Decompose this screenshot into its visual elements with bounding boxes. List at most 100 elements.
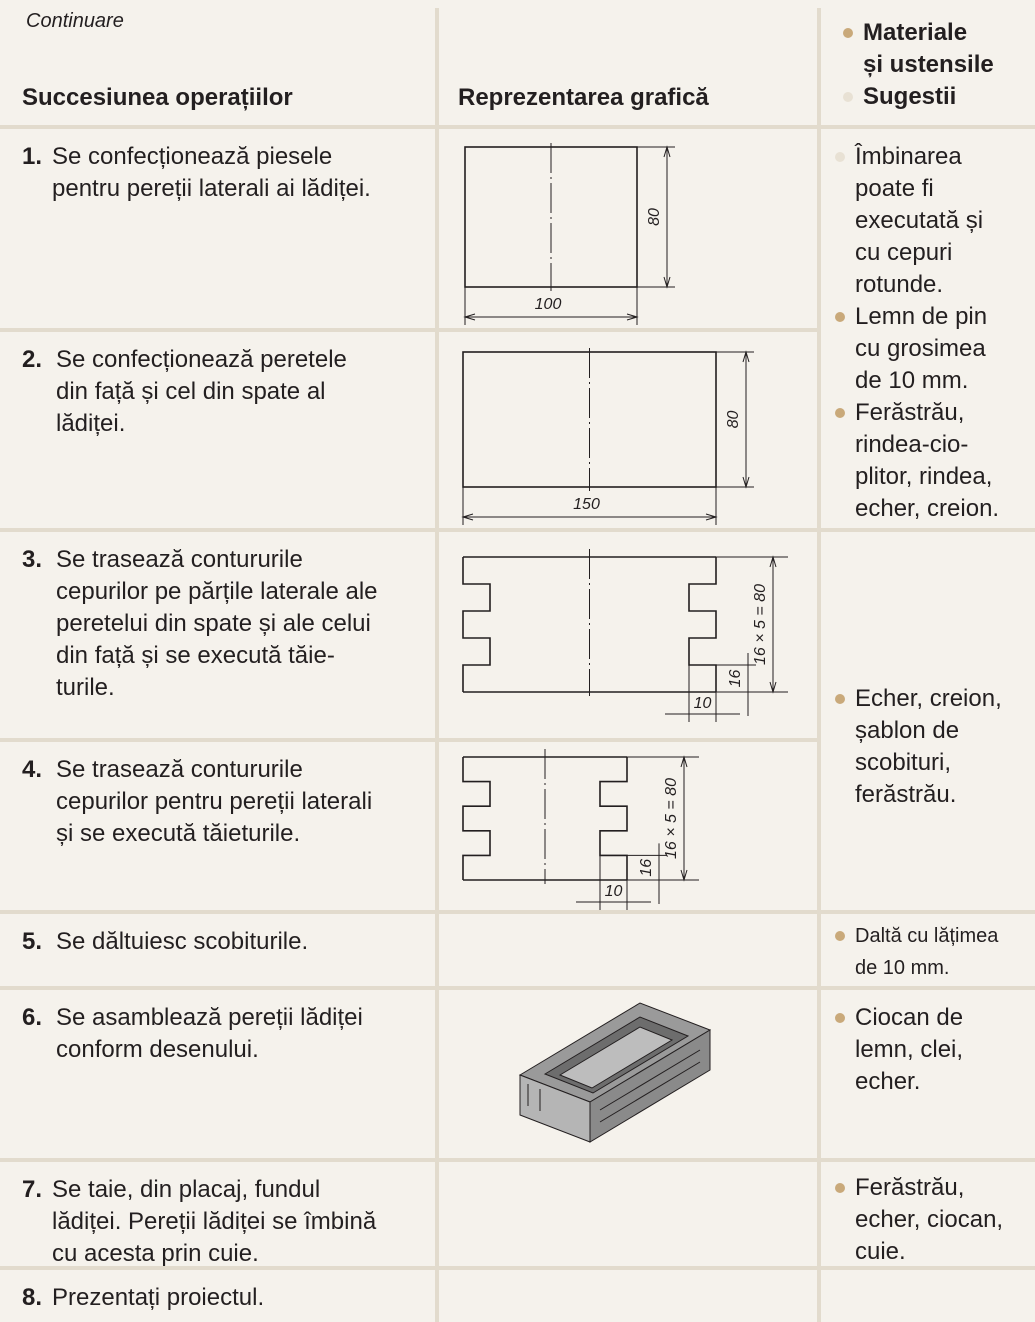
note-line: Ferăstrău, — [855, 399, 965, 426]
row-line: Se asamblează pereții lădiței — [56, 1004, 363, 1031]
note-line: și ustensile — [863, 51, 994, 78]
bullet — [835, 408, 845, 418]
row-separator — [0, 1266, 817, 1270]
row-line: cu acesta prin cuie. — [52, 1240, 259, 1267]
note-line: scobituri, — [855, 749, 952, 776]
note-line: Daltă cu lățimea — [855, 925, 999, 947]
row-separator — [0, 125, 817, 129]
note-line: Echer, creion, — [855, 685, 1002, 712]
row-line: Se taie, din placaj, fundul — [52, 1176, 321, 1203]
bullet — [835, 1183, 845, 1193]
note-line: cu cepuri — [855, 239, 953, 266]
dimension-label: 80 — [646, 208, 663, 226]
arrow — [461, 513, 718, 521]
bullet — [843, 92, 853, 102]
row-line: din față și se execută tăie- — [56, 642, 335, 669]
note-line: cuie. — [855, 1238, 906, 1265]
row-line: conform desenului. — [56, 1036, 259, 1063]
note-line: poate fi — [855, 175, 934, 202]
row-number: 3. — [22, 546, 43, 573]
note-line: echer, ciocan, — [855, 1206, 1004, 1233]
part-outline — [688, 557, 717, 692]
note-line: cu grosimea — [855, 335, 986, 362]
row-line: Se trasează contururile — [56, 546, 303, 573]
dimension-label: 80 — [725, 411, 742, 429]
row-line: Se trasează contururile — [56, 756, 303, 783]
dimension-label: 100 — [535, 296, 562, 313]
row-line: lădiței. Pereții lădiței se îmbină — [52, 1208, 377, 1235]
note-line: echer. — [855, 1068, 921, 1095]
note-line: executată și — [855, 207, 984, 234]
note-line: șablon de — [855, 717, 960, 744]
arrow — [680, 755, 688, 882]
row-line: Se confecționează peretele — [56, 346, 347, 373]
row-number: 8. — [22, 1284, 43, 1311]
dimension-label: 150 — [573, 496, 600, 513]
note-line: rindea-cio- — [855, 431, 969, 458]
bullet — [835, 152, 845, 162]
dimension-label: 10 — [694, 695, 712, 712]
note-line: Materiale — [863, 19, 968, 46]
column-heading: Succesiunea operațiilor — [22, 84, 293, 111]
arrow — [742, 350, 750, 489]
dimension-label: 16 — [727, 670, 744, 688]
part-outline — [462, 557, 491, 692]
bullet — [835, 931, 845, 941]
continuation: Continuare — [26, 10, 124, 32]
part-outline — [462, 757, 491, 880]
dimension-label: 10 — [605, 883, 623, 900]
bullet — [835, 694, 845, 704]
note-separator — [821, 910, 1035, 914]
row-line: Se dăltuiesc scobiturile. — [56, 928, 309, 955]
row-number: 7. — [22, 1176, 43, 1203]
row-separator — [0, 986, 817, 990]
row-line: din față și cel din spate al — [56, 378, 326, 405]
row-number: 5. — [22, 928, 43, 955]
row-line: pentru pereții laterali ai lădiței. — [52, 175, 371, 202]
box-illustration — [518, 1002, 712, 1143]
column-separator — [435, 8, 439, 1322]
row-line: Se confecționează piesele — [52, 143, 333, 170]
note-line: ferăstrău. — [855, 781, 957, 808]
note-line: rotunde. — [855, 271, 944, 298]
bullet — [835, 1013, 845, 1023]
note-line: Lemn de pin — [855, 303, 988, 330]
row-number: 4. — [22, 756, 43, 783]
bullet — [843, 28, 853, 38]
note-line: echer, creion. — [855, 495, 1000, 522]
arrow — [463, 313, 639, 321]
note-separator — [821, 1158, 1035, 1162]
arrow — [769, 555, 777, 694]
column-heading: Reprezentarea grafică — [458, 84, 709, 111]
row-number: 1. — [22, 143, 43, 170]
note-separator — [821, 1266, 1035, 1270]
row-line: lădiței. — [56, 410, 126, 437]
row-line: turile. — [56, 674, 115, 701]
dimension-label: 16 × 5 = 80 — [752, 584, 769, 665]
row-number: 2. — [22, 346, 43, 373]
column-separator — [817, 8, 821, 1322]
note-line: lemn, clei, — [855, 1036, 964, 1063]
part-outline — [599, 757, 628, 880]
dimension-label: 16 × 5 = 80 — [663, 778, 680, 859]
note-separator — [821, 125, 1035, 129]
bullet — [835, 312, 845, 322]
note-line: de 10 mm. — [855, 367, 969, 394]
note-line: de 10 mm. — [855, 957, 950, 979]
dimension-label: 16 — [638, 859, 655, 877]
note-line: Ciocan de — [855, 1004, 964, 1031]
note-line: Ferăstrău, — [855, 1174, 965, 1201]
row-number: 6. — [22, 1004, 43, 1031]
note-separator — [821, 528, 1035, 532]
row-separator — [0, 328, 817, 332]
row-separator — [0, 738, 817, 742]
arrow — [663, 145, 671, 289]
row-separator — [0, 1158, 817, 1162]
note-separator — [821, 986, 1035, 990]
row-line: și se execută tăieturile. — [56, 820, 301, 847]
note-line: plitor, rindea, — [855, 463, 993, 490]
row-line: cepurilor pe părțile laterale ale — [56, 578, 378, 605]
row-line: Prezentați proiectul. — [52, 1284, 265, 1311]
